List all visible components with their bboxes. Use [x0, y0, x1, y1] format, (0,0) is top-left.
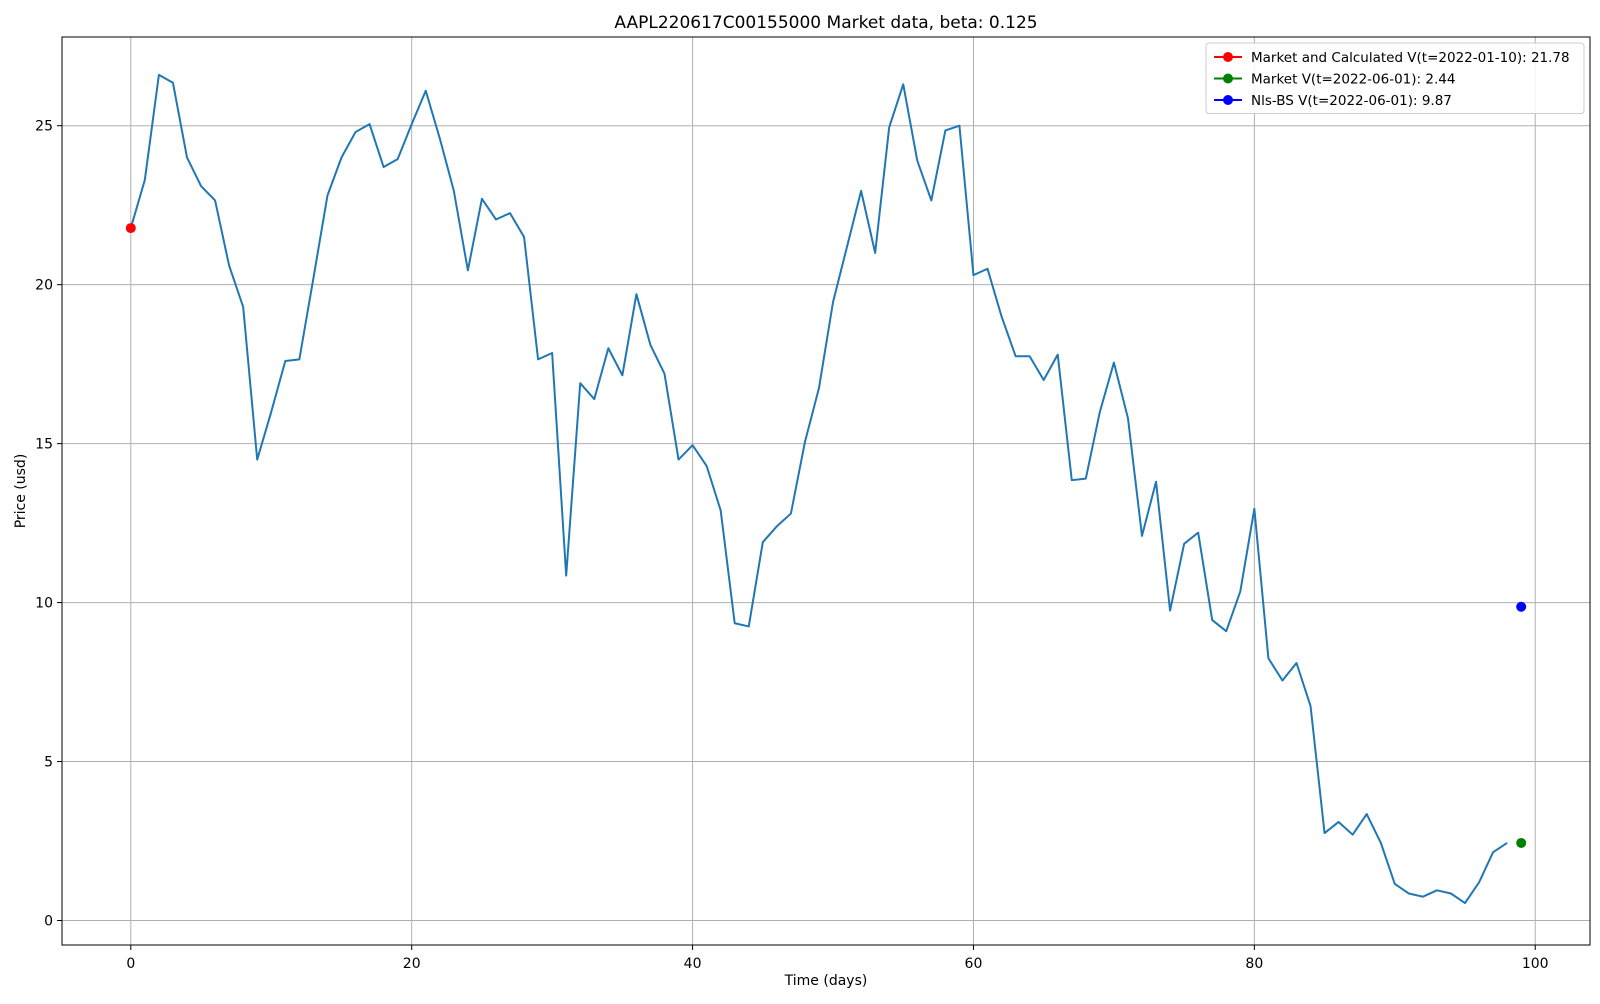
legend-entry-label: Market V(t=2022-06-01): 2.44: [1251, 72, 1455, 88]
plot-area-frame: [61, 36, 1591, 946]
x-tick-label: 80: [1245, 956, 1263, 972]
x-axis-label: Time (days): [784, 973, 868, 989]
legend-entry-label: Market and Calculated V(t=2022-01-10): 2…: [1251, 50, 1570, 66]
x-tick-label: 100: [1522, 956, 1549, 972]
y-tick-label: 20: [35, 278, 53, 294]
grid: [62, 37, 1590, 945]
y-tick-label: 5: [44, 755, 53, 771]
x-tick-label: 0: [126, 956, 135, 972]
legend: Market and Calculated V(t=2022-01-10): 2…: [1205, 42, 1585, 114]
y-axis-label: Price (usd): [13, 454, 29, 529]
legend-entry-label: Nls-BS V(t=2022-06-01): 9.87: [1251, 93, 1452, 109]
x-tick-label: 40: [684, 956, 702, 972]
y-tick-label: 0: [44, 914, 53, 930]
price-series-line: [129, 73, 1508, 905]
legend-marker-swatch: [1223, 52, 1233, 62]
x-tick-label: 20: [403, 956, 421, 972]
data-point-marker-1: [125, 223, 136, 234]
data-point-marker-2: [1516, 837, 1527, 848]
axis-ticks: 0 20 40 60 80 100 0 5 10 15 20 25: [35, 119, 1548, 972]
data-point-marker-3: [1516, 601, 1527, 612]
series-layer: [129, 73, 1508, 905]
marker-layer: [125, 223, 1527, 848]
y-tick-label: 25: [35, 119, 53, 135]
y-tick-label: 15: [35, 437, 53, 453]
chart-title: AAPL220617C00155000 Market data, beta: 0…: [614, 13, 1037, 33]
legend-marker-swatch: [1223, 73, 1233, 84]
legend-box: [1205, 42, 1585, 114]
y-tick-label: 10: [35, 596, 53, 612]
legend-marker-swatch: [1223, 95, 1233, 105]
x-tick-label: 60: [965, 956, 983, 972]
